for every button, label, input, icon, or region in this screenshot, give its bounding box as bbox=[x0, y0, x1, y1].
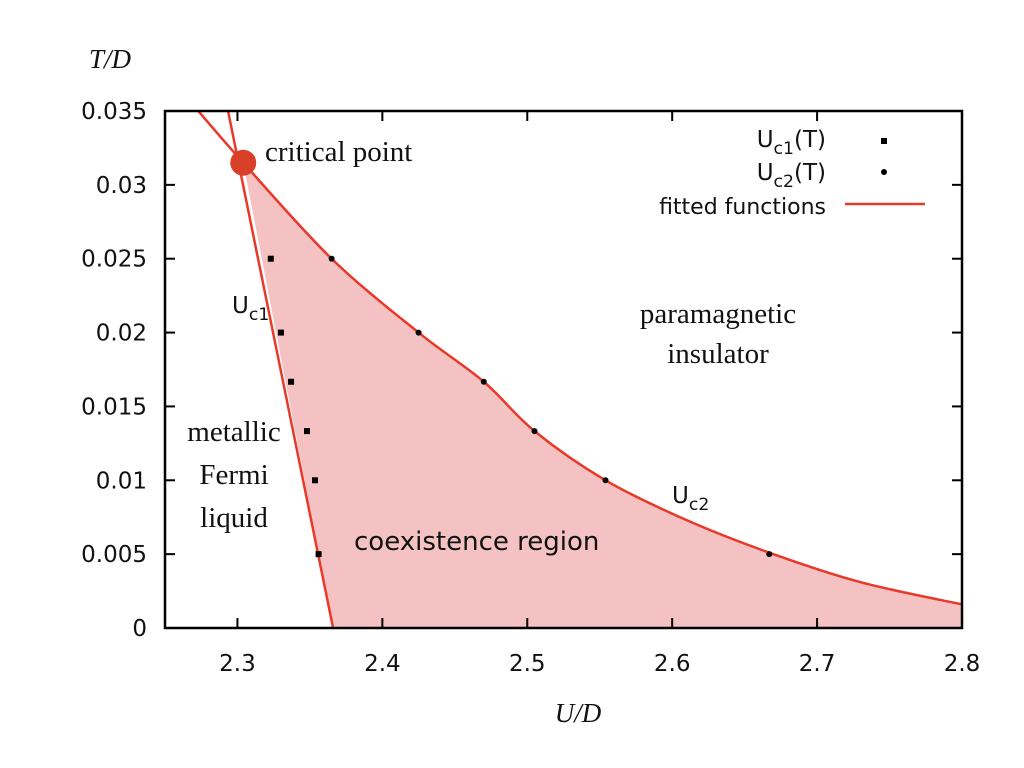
uc1-data-point bbox=[311, 477, 318, 484]
paramagnetic-insulator-label: paramagnetic bbox=[640, 298, 796, 330]
metallic-fermi-liquid-label: Fermi bbox=[199, 459, 268, 491]
y-tick-label: 0.01 bbox=[96, 468, 147, 494]
y-tick-label: 0.005 bbox=[81, 542, 147, 568]
coexistence-region-fill bbox=[243, 162, 962, 628]
x-tick-label: 2.4 bbox=[364, 651, 401, 677]
y-axis-label: T/D bbox=[89, 44, 132, 74]
legend-fitted-label: fitted functions bbox=[659, 195, 826, 220]
uc1-data-point bbox=[288, 378, 295, 385]
x-tick-label: 2.7 bbox=[799, 651, 836, 677]
y-tick-label: 0.02 bbox=[96, 321, 147, 347]
metallic-fermi-liquid-label: liquid bbox=[200, 502, 268, 534]
uc1-curve-label: Uc1 bbox=[232, 293, 269, 325]
critical-point-label: critical point bbox=[265, 136, 412, 168]
y-tick-label: 0 bbox=[132, 616, 147, 642]
legend-uc1-marker bbox=[881, 138, 887, 144]
uc2-data-point bbox=[415, 329, 422, 336]
x-axis-label: U/D bbox=[555, 698, 602, 728]
x-tick-label: 2.6 bbox=[654, 651, 691, 677]
uc2-data-point bbox=[602, 477, 609, 484]
uc1-fitted-line bbox=[226, 111, 335, 628]
uc2-data-point bbox=[766, 551, 773, 558]
y-tick-label: 0.035 bbox=[81, 99, 147, 125]
uc1-data-point bbox=[277, 329, 284, 336]
legend-uc1-label: Uc1(T) bbox=[757, 127, 826, 159]
uc2-data-point bbox=[328, 255, 335, 262]
paramagnetic-insulator-label: insulator bbox=[667, 338, 769, 370]
legend-uc2-marker bbox=[881, 169, 887, 175]
y-tick-label: 0.03 bbox=[96, 173, 147, 199]
y-tick-label: 0.015 bbox=[81, 394, 147, 420]
critical-point-marker bbox=[230, 149, 257, 176]
x-tick-label: 2.8 bbox=[944, 651, 981, 677]
uc1-data-point bbox=[304, 428, 311, 435]
uc2-data-point bbox=[480, 378, 487, 385]
coexistence-region-label: coexistence region bbox=[354, 527, 599, 557]
metallic-fermi-liquid-label: metallic bbox=[187, 416, 280, 448]
legend-uc2-label: Uc2(T) bbox=[757, 160, 826, 192]
uc1-data-point bbox=[315, 551, 322, 558]
plot-frame bbox=[163, 109, 964, 630]
uc1-data-point bbox=[267, 255, 274, 262]
x-tick-label: 2.5 bbox=[509, 651, 546, 677]
uc2-data-point bbox=[531, 428, 538, 435]
x-tick-label: 2.3 bbox=[219, 651, 256, 677]
uc2-curve-label: Uc2 bbox=[672, 483, 709, 515]
y-tick-label: 0.025 bbox=[81, 247, 147, 273]
